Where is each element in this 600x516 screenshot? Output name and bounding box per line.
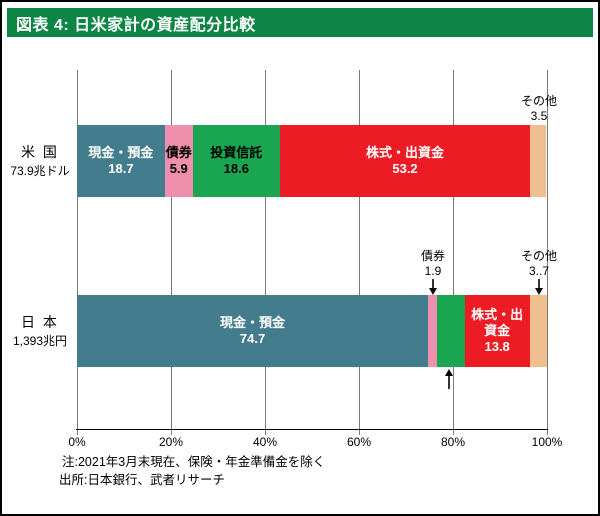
bar-segment-株式・出資金: 株式・出資金 13.8 [464,295,530,367]
category-label-us: 米 国 73.9兆ドル [6,142,74,180]
segment-value: 13.8 [484,339,510,354]
bar-segment-その他 [530,125,547,197]
x-tick-label: 100% [531,435,563,449]
annotation-value: 1.9 [424,264,442,278]
category-total: 73.9兆ドル [10,164,70,178]
gridline [547,70,548,435]
category-name: 米 国 [21,144,59,160]
plot-area: 現金・預金 18.7 債券 5.9 投資信託 18.6 株式・出資金 53.2 現金・預金 74… [76,70,548,435]
bar-segment-株式・出資金: 株式・出資金 53.2 [280,125,531,197]
bar-segment-投資信託 [437,295,465,367]
bar-segment-債券: 債券 5.9 [164,125,193,197]
gridline [77,70,78,435]
category-label-japan: 日 本 1,393兆円 [6,312,74,350]
annotation-value: 3.5 [530,109,548,123]
bar-segment-債券 [428,295,437,367]
up-arrow-icon [445,369,453,389]
annotation-label: その他 [520,249,557,263]
source-note: 出所:日本銀行、武者リサーチ [59,473,225,487]
segment-value: 74.7 [239,331,266,346]
category-total: 1,393兆円 [12,334,68,348]
segment-value: 5.9 [169,161,188,176]
annotation-label: 債券 [420,249,445,263]
gridline [359,70,360,435]
x-axis-ticks: 0% 20% 40% 60% 80% 100% [68,435,562,451]
annotation-japan-other: その他 3..7 [510,249,568,279]
down-arrow-icon [429,279,437,295]
segment-label: 投資信託 [210,145,263,160]
x-axis-line [76,429,548,430]
bar-japan: 現金・預金 74.7 株式・出資金 13.8 [77,295,547,367]
x-tick-label: 40% [252,435,278,449]
bar-segment-その他 [529,295,547,367]
chart-title-bar: 図表 4: 日米家計の資産配分比較 [7,8,593,37]
annotation-japan-bonds: 債券 1.9 [404,249,462,279]
segment-value: 18.7 [108,161,134,176]
annotation-us-other: その他 3.5 [510,94,568,124]
bar-segment-投資信託: 投資信託 18.6 [192,125,280,197]
page-title: 図表 4: 日米家計の資産配分比較 [16,16,256,34]
x-tick-label: 80% [440,435,466,449]
annotation-label: その他 [520,94,557,108]
gridline [171,70,172,435]
gridline [265,70,266,435]
bar-us: 現金・預金 18.7 債券 5.9 投資信託 18.6 株式・出資金 53.2 [77,125,547,197]
category-name: 日 本 [21,314,59,330]
segment-label: 株式・出資金 [471,307,524,338]
gridline [453,70,454,435]
segment-value: 18.6 [223,161,249,176]
segment-label: 現金・預金 [220,315,286,330]
down-arrow-icon [535,279,543,295]
x-tick-label: 20% [158,435,184,449]
segment-label: 現金・預金 [88,145,154,160]
footnote: 注:2021年3月末現在、保険・年金準備金を除く [62,455,326,469]
bar-segment-現金・預金: 現金・預金 74.7 [77,295,429,367]
segment-label: 株式・出資金 [366,145,445,160]
x-tick-label: 60% [346,435,372,449]
annotation-value: 3..7 [528,264,549,278]
bar-segment-現金・預金: 現金・預金 18.7 [77,125,165,197]
x-tick-label: 0% [68,435,86,449]
segment-value: 53.2 [392,161,418,176]
segment-label: 債券 [165,145,192,160]
